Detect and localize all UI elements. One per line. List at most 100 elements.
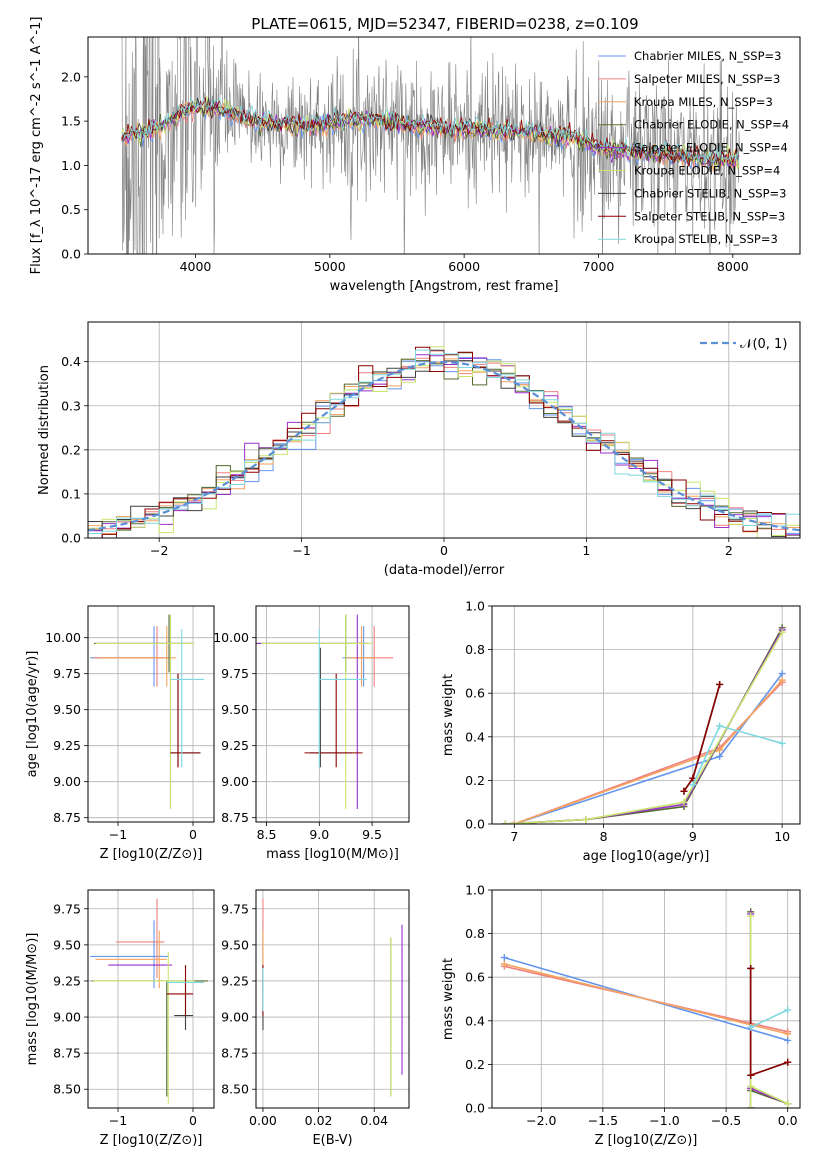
y-tick-label: 10.00 (45, 630, 81, 645)
x-tick-label: −0.5 (711, 1113, 741, 1128)
plot-frame (87, 605, 215, 823)
y-tick-label: 9.75 (221, 666, 249, 681)
y-tick-label: 1.5 (61, 114, 81, 129)
x-axis-label: (data-model)/error (384, 563, 505, 578)
y-tick-label: 0.2 (465, 1057, 485, 1072)
axes-residual_hist: −2 −1 0 1 2 0.0 0.1 0.2 0.3 0.4 (data-model)/error… (37, 321, 801, 578)
data-spectrum (121, 37, 740, 254)
weight-marker (747, 1104, 755, 1108)
plot-frame (87, 321, 801, 539)
weight-marker (778, 739, 786, 747)
x-tick-label: 0 (189, 1113, 197, 1128)
y-tick-label: 8.50 (53, 1082, 81, 1097)
weight-marker (501, 820, 509, 824)
x-tick-label: 0.00 (249, 1113, 277, 1128)
x-tick-label: −1 (109, 1113, 127, 1128)
plot-frame (87, 36, 801, 255)
weight-marker (680, 798, 688, 806)
x-tick-label: 9.0 (309, 827, 329, 842)
weight-marker (784, 1036, 792, 1044)
errorbars (256, 614, 394, 810)
y-tick-label: 1.0 (465, 883, 485, 898)
weight-series-5 (505, 631, 783, 824)
legend-label: Salpeter ELODIE, N_SSP=4 (634, 141, 788, 155)
weight-marker (747, 912, 755, 920)
y-tick-label: 0.2 (465, 773, 485, 788)
legend-label: Salpeter MILES, N_SSP=3 (634, 72, 780, 86)
y-tick-label: 0.8 (465, 642, 485, 657)
legend-label: Chabrier MILES, N_SSP=3 (634, 49, 781, 63)
x-tick-label: 9.5 (362, 827, 382, 842)
plot-frame (491, 605, 801, 825)
weight-series-7 (749, 968, 788, 1077)
y-tick-label: 0.0 (465, 817, 485, 832)
y-tick-label: 0.5 (61, 202, 81, 217)
x-tick-label: 7000 (583, 259, 615, 274)
legend-label: Salpeter STELIB, N_SSP=3 (634, 209, 785, 223)
weight-series-6 (749, 968, 788, 1077)
y-tick-label: 2.0 (61, 69, 81, 84)
x-tick-label: 0.0 (778, 1113, 798, 1128)
x-tick-label: −1.0 (649, 1113, 679, 1128)
y-tick-label: 10.00 (213, 630, 249, 645)
weight-lines (501, 624, 786, 824)
x-tick-label: −1.5 (588, 1113, 618, 1128)
x-tick-label: 4000 (180, 259, 212, 274)
y-tick-label: 9.75 (53, 666, 81, 681)
weight-marker (747, 1071, 755, 1079)
weight-marker (747, 1023, 755, 1031)
axes-spectrum: 4000 5000 6000 7000 8000 0.0 0.5 1.0 1.5 2.0 wavel… (29, 17, 801, 294)
x-axis-label: mass [log10(M/M⊙)] (266, 847, 399, 862)
x-tick-label: 8 (600, 829, 608, 844)
histograms (88, 346, 800, 538)
y-tick-label: 8.75 (53, 810, 81, 825)
x-axis-label: Z [log10(Z/Z⊙)] (100, 1133, 203, 1148)
legend-label: Kroupa MILES, N_SSP=3 (634, 95, 773, 109)
y-tick-label: 0.0 (465, 1101, 485, 1116)
errorbars (262, 898, 403, 1097)
y-tick-label: 0.6 (465, 686, 485, 701)
y-tick-label: 8.75 (53, 1046, 81, 1061)
plot-frame (255, 605, 410, 823)
y-tick-label: 9.50 (221, 702, 249, 717)
y-tick-label: 0.4 (465, 729, 485, 744)
x-tick-label: 0.04 (360, 1113, 388, 1128)
y-tick-label: 9.25 (221, 973, 249, 988)
reference-legend-label: 𝒩(0, 1) (740, 337, 787, 352)
axes-weight_vs_Z: −2.0 −1.5 −1.0 −0.5 0.0 0.0 0.2 0.4 0.6 0.8 1.0 Z [… (441, 883, 801, 1148)
x-axis-label: Z [log10(Z/Z⊙)] (595, 1133, 698, 1148)
x-axis-label: wavelength [Angstrom, rest frame] (330, 279, 559, 294)
y-tick-label: 0.6 (465, 970, 485, 985)
y-axis-label: age [log10(age/yr)] (25, 651, 40, 778)
axes-age_vs_mass: 8.5 9.0 9.5 8.75 9.00 9.25 9.50 9.75 10.00 mass [… (213, 605, 410, 862)
y-axis-label: mass weight (441, 674, 456, 756)
legend-label: Kroupa STELIB, N_SSP=3 (634, 232, 778, 246)
y-tick-label: 1.0 (465, 599, 485, 614)
weight-marker (716, 680, 724, 688)
weight-series-8 (692, 724, 783, 786)
x-tick-label: 9 (689, 829, 697, 844)
x-tick-label: −2 (150, 543, 168, 558)
legend-label: Chabrier STELIB, N_SSP=3 (634, 186, 786, 200)
y-tick-label: 9.00 (221, 774, 249, 789)
weight-marker (582, 816, 590, 824)
weight-series-4 (749, 914, 789, 1108)
y-tick-label: 9.50 (53, 702, 81, 717)
weight-marker (778, 670, 786, 678)
y-tick-label: 0.2 (61, 442, 81, 457)
y-tick-label: 0.4 (465, 1013, 485, 1028)
y-tick-label: 9.00 (53, 1010, 81, 1025)
x-tick-label: 0.02 (305, 1113, 333, 1128)
y-tick-label: 9.50 (221, 937, 249, 952)
weight-marker (689, 781, 697, 789)
weight-marker (680, 787, 688, 795)
x-tick-label: −1 (109, 827, 127, 842)
weight-marker (716, 752, 724, 760)
weight-series-3 (749, 911, 788, 1108)
y-axis-label: mass weight (441, 958, 456, 1040)
weight-marker (778, 628, 786, 636)
x-tick-label: 8000 (717, 259, 749, 274)
axes-age_vs_Z: −1 0 8.75 9.00 9.25 9.50 9.75 10.00 Z [log10(Z/Z… (25, 605, 215, 862)
axes-mass_vs_ebv: 0.00 0.02 0.04 8.50 8.75 9.00 9.25 9.50 9.75 E(B-… (221, 889, 410, 1148)
plot-frame (255, 889, 410, 1109)
